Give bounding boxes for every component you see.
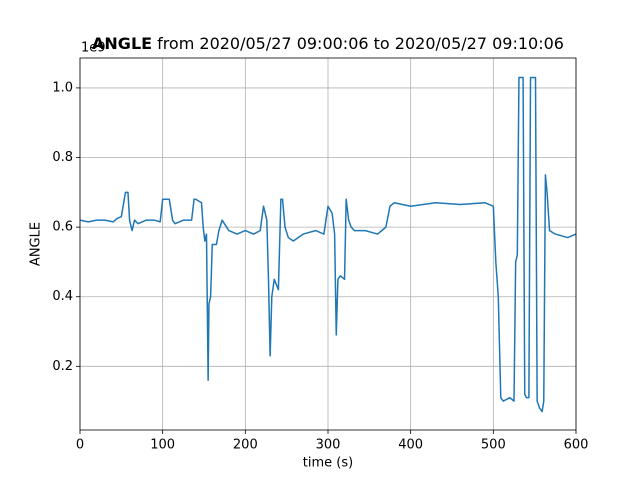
- y-tick-label: 0.8: [52, 150, 73, 165]
- x-tick-label: 300: [316, 438, 341, 453]
- chart-title: ANGLE from 2020/05/27 09:00:06 to 2020/05…: [92, 34, 564, 53]
- y-tick-label: 0.2: [52, 359, 73, 374]
- plot-frame: [79, 57, 577, 431]
- x-tick-label: 600: [564, 438, 589, 453]
- y-tick-label: 0.4: [52, 289, 73, 304]
- y-axis-label: ANGLE: [29, 222, 44, 266]
- title-rest: from 2020/05/27 09:00:06 to 2020/05/27 0…: [157, 34, 564, 53]
- x-tick-label: 500: [481, 438, 506, 453]
- x-tick-label: 100: [150, 438, 175, 453]
- data-line: [79, 76, 577, 413]
- x-tick-label: 0: [76, 438, 84, 453]
- y-offset: 1e9: [81, 41, 106, 56]
- x-tick-label: 200: [233, 438, 258, 453]
- title-bold: ANGLE: [92, 34, 152, 53]
- x-axis-label: time (s): [303, 456, 353, 471]
- x-tick-label: 400: [398, 438, 423, 453]
- y-tick-label: 1.0: [52, 80, 73, 95]
- y-tick-label: 0.6: [52, 220, 73, 235]
